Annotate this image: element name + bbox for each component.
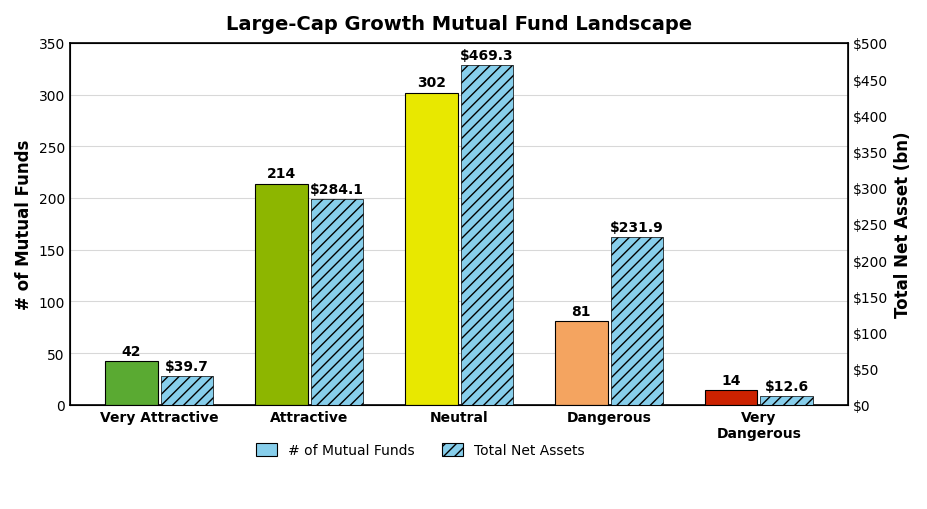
- Text: $231.9: $231.9: [610, 220, 664, 234]
- Bar: [555, 321, 607, 405]
- Text: $469.3: $469.3: [460, 49, 514, 63]
- Text: 214: 214: [267, 167, 296, 181]
- Text: 81: 81: [572, 304, 591, 318]
- Bar: [461, 66, 513, 405]
- Y-axis label: # of Mutual Funds: # of Mutual Funds: [15, 139, 33, 309]
- Text: 14: 14: [721, 374, 741, 387]
- Text: 302: 302: [417, 76, 446, 90]
- Bar: [311, 200, 363, 405]
- Bar: [705, 390, 757, 405]
- Title: Large-Cap Growth Mutual Fund Landscape: Large-Cap Growth Mutual Fund Landscape: [226, 15, 692, 34]
- Text: $12.6: $12.6: [765, 379, 808, 393]
- Y-axis label: Total Net Asset (bn): Total Net Asset (bn): [894, 131, 912, 318]
- Text: 42: 42: [121, 345, 141, 358]
- Bar: [255, 184, 308, 405]
- Legend: # of Mutual Funds, Total Net Assets: # of Mutual Funds, Total Net Assets: [250, 438, 590, 463]
- Text: $39.7: $39.7: [165, 359, 209, 373]
- Text: $284.1: $284.1: [310, 183, 364, 196]
- Bar: [160, 376, 213, 405]
- Bar: [611, 238, 663, 405]
- Bar: [760, 396, 813, 405]
- Bar: [105, 361, 158, 405]
- Bar: [405, 93, 458, 405]
